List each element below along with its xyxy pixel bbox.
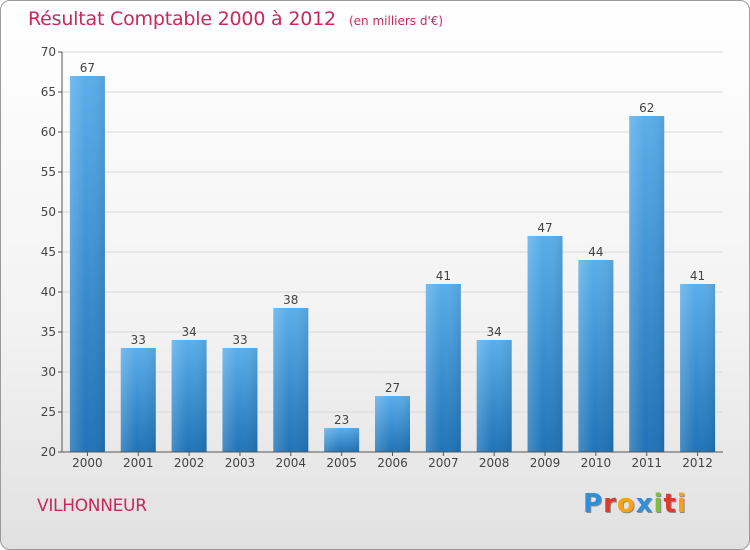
y-axis: 20 25 30 35 40 45 50 55 60 65 70 [41,45,63,459]
logo-letter: t [663,489,677,519]
x-tick-label-2005: 2005 [326,456,357,470]
bar-shine-2004 [273,308,309,452]
y-tick-label: 20 [41,445,56,459]
value-label-2005: 23 [334,413,349,427]
x-tick-label-2006: 2006 [377,456,408,470]
value-label-2003: 33 [232,333,247,347]
y-tick-label: 35 [41,325,56,339]
chart-title: Résultat Comptable 2000 à 2012 (en milli… [28,8,443,30]
x-tick-label-2001: 2001 [123,456,154,470]
x-tick-label-2011: 2011 [631,456,662,470]
x-tick-label-2004: 2004 [276,456,307,470]
data-labels: 67 33 34 33 38 23 27 41 34 47 44 62 41 [80,61,705,427]
x-tick-label-2000: 2000 [72,456,103,470]
x-axis: 2000 2001 2002 2003 2004 2005 2006 2007 2008 2009… [62,451,723,470]
value-label-2010: 44 [588,245,603,259]
y-tick-label: 70 [41,45,56,59]
bar-shine-2002 [171,340,207,452]
y-tick-label: 55 [41,165,56,179]
y-tick-label: 60 [41,125,56,139]
x-tick-label-2009: 2009 [530,456,561,470]
bar-shine-2006 [375,396,410,452]
logo-letter: i [653,489,664,519]
bars [69,76,716,452]
chart-title-main: Résultat Comptable 2000 à 2012 [28,8,336,30]
value-label-2009: 47 [537,221,552,235]
logo-letter: P [583,489,604,519]
logo-letter: i [676,489,687,519]
bar-shine-2011 [629,116,665,452]
bar-shine-2007 [425,284,461,452]
y-tick-label: 65 [41,85,56,99]
x-tick-label-2010: 2010 [581,456,612,470]
value-label-2008: 34 [487,325,502,339]
x-tick-label-2003: 2003 [225,456,256,470]
value-label-2004: 38 [283,293,298,307]
value-label-2011: 62 [639,101,654,115]
y-tick-label: 25 [41,405,56,419]
x-tick-label-2008: 2008 [479,456,510,470]
logo-letter: x [635,489,654,519]
x-tick-label-2012: 2012 [682,456,713,470]
value-label-2006: 27 [385,381,400,395]
bar-shine-2008 [476,340,512,452]
value-label-2007: 41 [436,269,451,283]
chart-title-unit: (en milliers d'€) [348,14,444,28]
commune-name: VILHONNEUR [37,496,147,516]
value-label-2001: 33 [131,333,146,347]
bar-shine-2000 [69,76,105,452]
value-label-2000: 67 [80,61,95,75]
logo-letter: r [603,489,617,519]
logo-letter: o [616,489,636,519]
y-tick-label: 45 [41,245,56,259]
bar-shine-2009 [527,236,563,452]
y-tick-label: 50 [41,205,56,219]
x-tick-label-2002: 2002 [174,456,205,470]
bar-shine-2001 [120,348,156,452]
bar-shine-2003 [222,348,258,452]
x-tick-label-2007: 2007 [428,456,459,470]
value-label-2012: 41 [690,269,705,283]
value-label-2002: 34 [181,325,196,339]
bar-shine-2005 [324,428,360,452]
bar-shine-2010 [578,260,614,452]
y-tick-label: 30 [41,365,56,379]
proxiti-logo[interactable]: Proxiti [583,489,687,519]
y-tick-label: 40 [41,285,56,299]
bar-shine-2012 [680,284,716,452]
